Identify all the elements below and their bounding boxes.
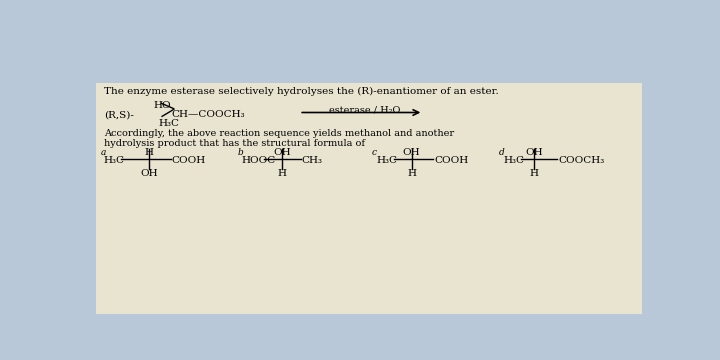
Text: hydrolysis product that has the structural formula of: hydrolysis product that has the structur… (104, 139, 365, 148)
Text: CH₃: CH₃ (302, 156, 323, 165)
Text: H₃C: H₃C (104, 156, 125, 165)
Text: b: b (238, 148, 243, 157)
Text: (R,S)-: (R,S)- (104, 110, 134, 119)
Text: esterase / H₂O: esterase / H₂O (329, 105, 400, 114)
Text: H: H (278, 170, 287, 179)
FancyBboxPatch shape (96, 83, 642, 314)
Text: d: d (499, 148, 505, 157)
Text: Accordingly, the above reaction sequence yields methanol and another: Accordingly, the above reaction sequence… (104, 130, 454, 139)
Text: COOH: COOH (171, 156, 206, 165)
Text: H: H (145, 148, 153, 157)
Text: c: c (372, 148, 377, 157)
Text: The enzyme esterase selectively hydrolyses the (R)-enantiomer of an ester.: The enzyme esterase selectively hydrolys… (104, 87, 499, 96)
Text: H₃C: H₃C (504, 156, 525, 165)
Text: HOOC: HOOC (242, 156, 276, 165)
Text: OH: OH (274, 148, 291, 157)
Text: COOCH₃: COOCH₃ (558, 156, 604, 165)
Text: COOH: COOH (434, 156, 468, 165)
Text: H: H (530, 170, 539, 179)
Text: HO: HO (153, 101, 171, 110)
Text: H₃C: H₃C (158, 119, 179, 128)
Text: H: H (407, 170, 416, 179)
Text: OH: OH (140, 170, 158, 179)
Text: OH: OH (402, 148, 420, 157)
Text: a: a (101, 148, 107, 157)
Text: H₃C: H₃C (377, 156, 397, 165)
Text: CH—COOCH₃: CH—COOCH₃ (171, 110, 245, 119)
Text: OH: OH (526, 148, 543, 157)
